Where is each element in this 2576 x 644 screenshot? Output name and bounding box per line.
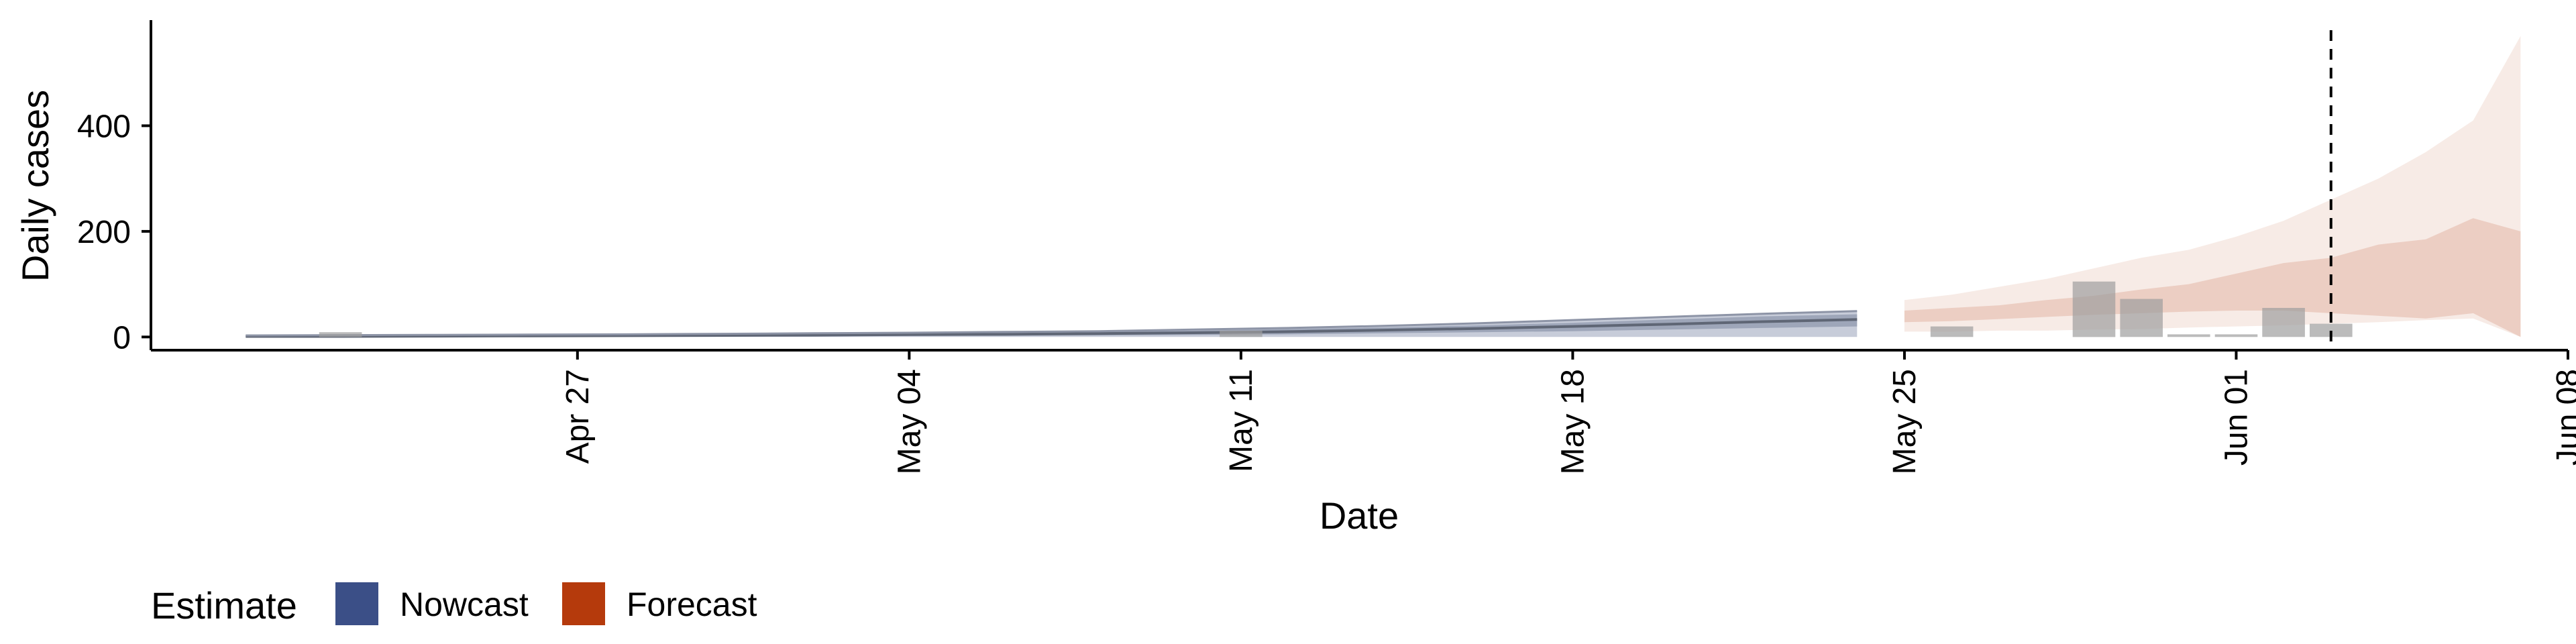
case-bar-recent xyxy=(2167,334,2210,337)
y-tick-label: 200 xyxy=(77,215,131,250)
nowcast-median-line xyxy=(246,318,1858,338)
x-tick-label: May 18 xyxy=(1555,369,1591,474)
case-bar-recent xyxy=(2310,323,2353,337)
x-axis-title: Date xyxy=(1320,494,1399,537)
axes xyxy=(150,20,2568,352)
forecast-band-50 xyxy=(1904,218,2521,337)
legend-label-forecast: Forecast xyxy=(627,586,757,623)
y-tick-label: 400 xyxy=(77,109,131,144)
case-bar-recent xyxy=(2072,281,2116,337)
case-bar-recent xyxy=(1930,326,1974,337)
x-tick-label: Apr 27 xyxy=(560,369,596,464)
legend-swatch-nowcast xyxy=(335,582,378,625)
legend-swatch-forecast xyxy=(562,582,605,625)
x-tick-label: May 04 xyxy=(892,369,927,474)
x-tick-label: May 25 xyxy=(1887,369,1923,474)
x-tick-label: Jun 08 xyxy=(2551,369,2576,466)
nowcast-upper-line xyxy=(246,310,1858,337)
plot-area xyxy=(246,30,2521,350)
x-tick-label: May 11 xyxy=(1224,369,1259,472)
x-tick-label: Jun 01 xyxy=(2219,369,2255,466)
forecast-band-90 xyxy=(1904,36,2521,337)
case-bar-recent xyxy=(2120,299,2163,337)
legend-label-nowcast: Nowcast xyxy=(400,586,529,623)
case-bar xyxy=(1220,330,1263,337)
case-bar-recent xyxy=(2262,308,2305,337)
case-bar-recent xyxy=(2214,334,2258,337)
ticks: Apr 27 May 04 May 11 May 18 May 25 Jun 01 Jun … xyxy=(77,109,2576,474)
nowcast-band-50 xyxy=(246,314,1858,337)
y-axis-title: Daily cases xyxy=(14,90,56,282)
case-bar xyxy=(319,332,362,337)
legend-title: Estimate xyxy=(151,584,297,627)
legend: Estimate Nowcast Forecast xyxy=(151,582,757,627)
y-tick-label: 0 xyxy=(113,320,131,356)
